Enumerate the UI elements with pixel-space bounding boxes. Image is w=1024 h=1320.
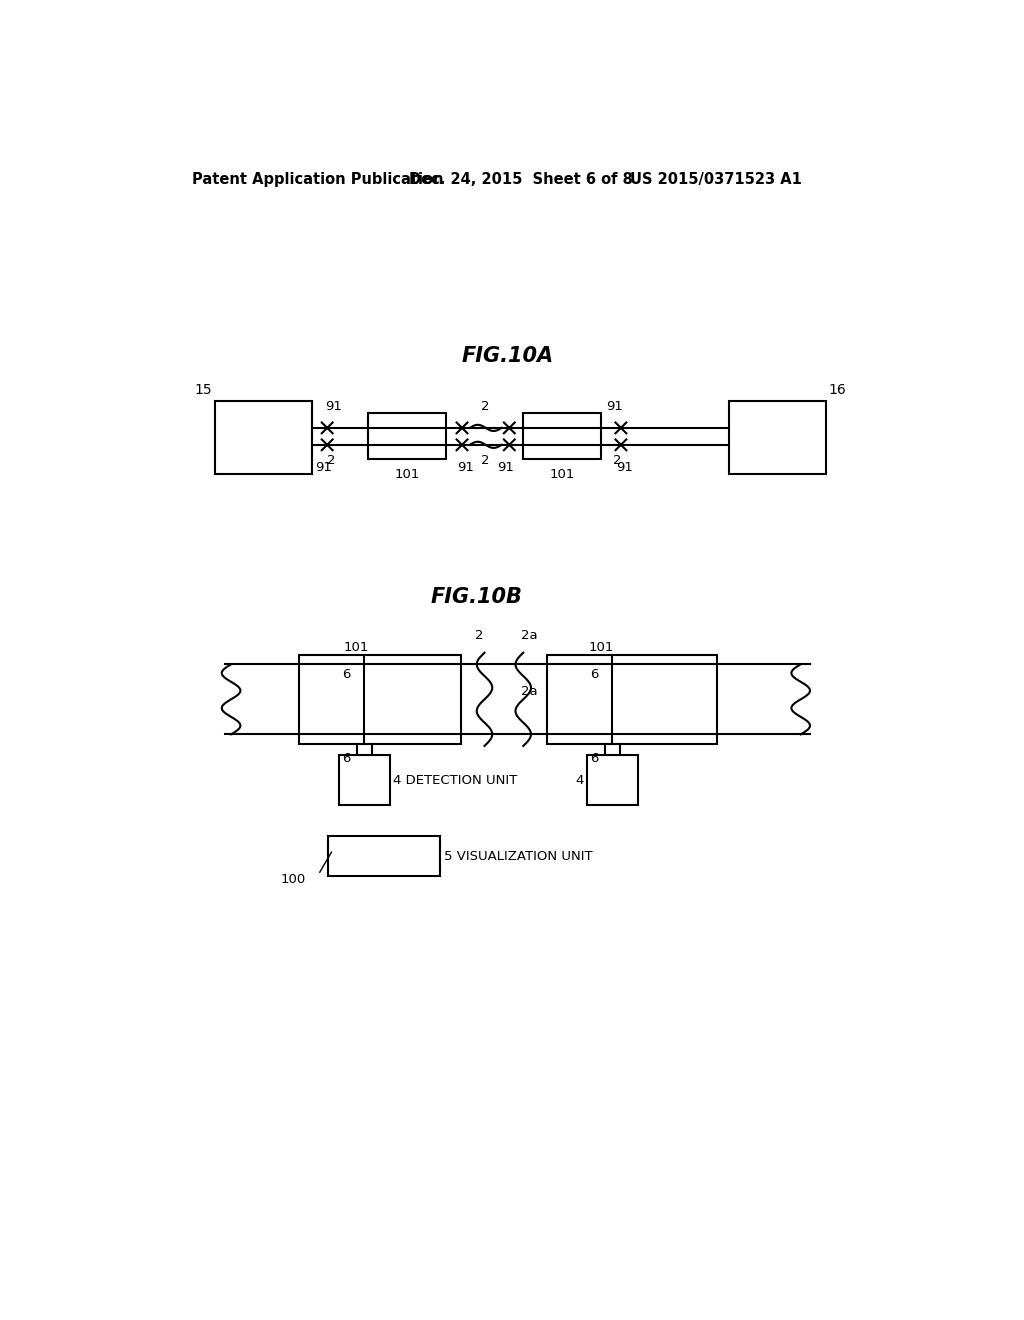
Text: 91: 91 (458, 462, 474, 474)
Bar (299, 655, 461, 743)
Text: 2: 2 (612, 454, 622, 467)
Text: 100: 100 (281, 873, 306, 886)
Text: FIG.10A: FIG.10A (462, 346, 554, 366)
Text: Dec. 24, 2015  Sheet 6 of 8: Dec. 24, 2015 Sheet 6 of 8 (409, 172, 633, 186)
Text: 101: 101 (394, 467, 420, 480)
Text: 6: 6 (342, 668, 350, 681)
Text: 2: 2 (327, 454, 335, 467)
Text: 91: 91 (314, 462, 332, 474)
Bar (729, 401, 825, 474)
Bar (339, 755, 389, 805)
Text: 91: 91 (606, 400, 624, 413)
Text: 6: 6 (590, 752, 598, 766)
Text: US 2015/0371523 A1: US 2015/0371523 A1 (630, 172, 802, 186)
Text: 6: 6 (342, 752, 350, 766)
Text: FIG.10B: FIG.10B (431, 587, 522, 607)
Bar (523, 412, 601, 459)
Text: 6: 6 (590, 668, 598, 681)
Text: 5 VISUALIZATION UNIT: 5 VISUALIZATION UNIT (443, 850, 593, 862)
Text: 2: 2 (481, 400, 489, 413)
Bar (215, 401, 311, 474)
Text: 16: 16 (828, 383, 847, 397)
Text: 91: 91 (616, 462, 633, 474)
Text: 91: 91 (497, 462, 514, 474)
Text: 2: 2 (481, 454, 489, 467)
Text: 91: 91 (325, 400, 342, 413)
Text: 4 DETECTION UNIT: 4 DETECTION UNIT (393, 774, 518, 787)
Bar (328, 836, 440, 876)
Text: 101: 101 (588, 640, 613, 653)
Text: 4: 4 (574, 774, 584, 787)
Text: 2: 2 (475, 630, 483, 643)
Text: 101: 101 (344, 640, 370, 653)
Text: Patent Application Publication: Patent Application Publication (191, 172, 443, 186)
Text: 2a: 2a (521, 630, 538, 643)
Bar (369, 412, 445, 459)
Text: 2a: 2a (521, 685, 538, 698)
Text: 101: 101 (549, 467, 574, 480)
Bar (587, 755, 638, 805)
Text: 15: 15 (195, 383, 212, 397)
Bar (547, 655, 717, 743)
